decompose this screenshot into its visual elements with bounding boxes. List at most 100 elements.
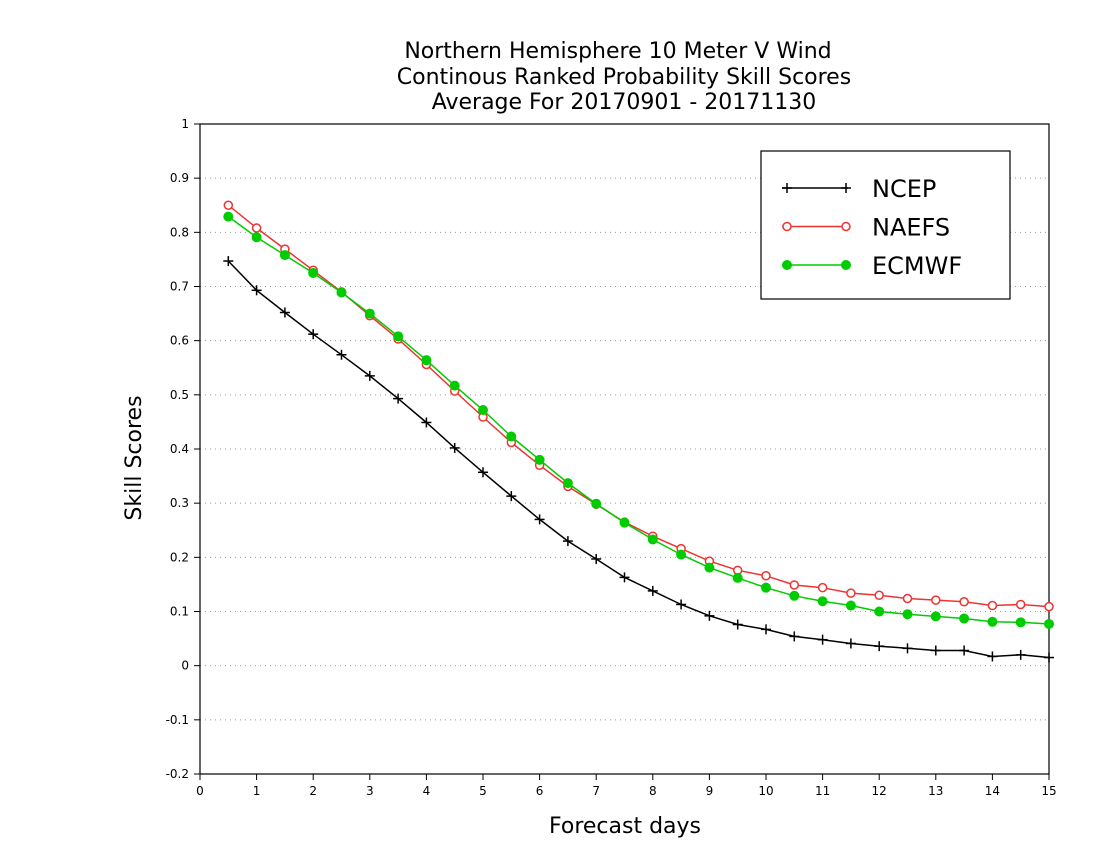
x-tick-label: 12 [872, 784, 887, 798]
data-point-ecmwf [874, 606, 885, 617]
x-tick-label: 11 [815, 784, 830, 798]
data-point-ecmwf [817, 596, 828, 607]
data-point-ncep [421, 417, 432, 428]
data-point-naefs [251, 223, 262, 233]
data-point-ecmwf [619, 517, 630, 528]
title-line-3: Average For 20170901 - 20171130 [432, 90, 817, 115]
x-tick-label: 9 [706, 784, 714, 798]
data-point-ncep [761, 624, 771, 635]
data-point-ncep [732, 619, 743, 630]
legend-marker-ncep [782, 183, 792, 193]
data-point-ecmwf [534, 454, 545, 465]
legend-label-ecmwf: ECMWF [872, 252, 962, 280]
data-point-ncep [308, 329, 319, 340]
y-tick-label: 0.8 [170, 225, 189, 239]
data-point-ecmwf [761, 582, 771, 593]
data-point-ncep [930, 645, 941, 656]
data-point-ecmwf [506, 431, 517, 442]
data-point-ecmwf [562, 478, 573, 489]
y-tick-label: 0.2 [170, 550, 189, 564]
x-axis-title: Forecast days [549, 814, 701, 839]
x-tick-label: 1 [253, 784, 261, 798]
legend-entries: NCEP NAEFS ECMWF [782, 175, 962, 280]
y-tick-label: -0.1 [166, 713, 189, 727]
data-point-ncep [1044, 652, 1054, 663]
legend-label-naefs: NAEFS [872, 214, 950, 242]
data-point-ncep [478, 467, 488, 478]
data-point-ecmwf [393, 331, 404, 342]
x-tick-label: 4 [423, 784, 431, 798]
x-tick-label: 5 [479, 784, 487, 798]
data-point-naefs [987, 600, 998, 611]
data-point-naefs [789, 580, 800, 590]
y-tick-label: 0.1 [170, 605, 189, 619]
data-point-ncep [817, 634, 828, 645]
series-ecmwf [223, 211, 1054, 629]
data-series [223, 200, 1054, 663]
chart-title: Northern Hemisphere 10 Meter V Wind Cont… [397, 39, 851, 115]
data-point-naefs [1015, 599, 1026, 610]
legend-marker-ecmwf [841, 260, 851, 270]
data-point-ncep [364, 370, 375, 381]
data-point-ecmwf [449, 380, 460, 391]
data-point-ecmwf [704, 562, 715, 573]
title-line-2: Continous Ranked Probability Skill Score… [397, 65, 851, 90]
legend-box [760, 150, 1011, 300]
x-tick-label: 13 [928, 784, 943, 798]
data-point-ncep [393, 393, 404, 404]
legend-marker-naefs [782, 221, 792, 232]
x-tick-label: 15 [1041, 784, 1056, 798]
y-tick-label: 0.5 [170, 388, 189, 402]
axis-ticks: -0.2-0.100.10.20.30.40.50.60.70.80.910 1 2… [166, 117, 1057, 798]
data-point-ncep [874, 641, 885, 652]
x-tick-label: 2 [309, 784, 317, 798]
data-point-ncep [251, 285, 262, 296]
data-point-ncep [591, 553, 602, 564]
y-tick-label: 0.6 [170, 334, 189, 348]
x-tick-label: 0 [196, 784, 204, 798]
data-point-ncep [534, 514, 545, 525]
x-tick-label: 10 [758, 784, 773, 798]
data-point-ecmwf [308, 267, 319, 278]
y-tick-label: 0 [181, 659, 189, 673]
data-point-ncep [336, 349, 347, 360]
data-point-ecmwf [421, 355, 432, 366]
y-tick-label: 1 [181, 117, 189, 131]
x-tick-label: 8 [649, 784, 657, 798]
y-tick-label: 0.7 [170, 280, 189, 294]
x-tick-label: 6 [536, 784, 544, 798]
data-point-ecmwf [789, 590, 800, 601]
y-tick-label: 0.9 [170, 171, 189, 185]
data-point-ncep [506, 491, 517, 502]
data-point-ecmwf [676, 549, 687, 560]
data-point-naefs [846, 588, 856, 598]
y-tick-label: -0.2 [166, 767, 189, 781]
data-point-ecmwf [845, 600, 856, 611]
data-point-ecmwf [364, 308, 375, 319]
data-point-ncep [449, 442, 460, 453]
data-point-ecmwf [987, 616, 998, 627]
data-point-ecmwf [223, 211, 234, 222]
y-tick-label: 0.4 [170, 442, 189, 456]
legend-entry-ecmwf: ECMWF [782, 252, 962, 280]
data-point-ncep [1015, 649, 1026, 660]
series-line-ncep [227, 260, 1050, 659]
legend-label-ncep: NCEP [872, 175, 936, 203]
data-point-ncep [619, 572, 630, 583]
data-point-ecmwf [732, 572, 743, 583]
data-point-ecmwf [279, 250, 290, 261]
legend-marker-ecmwf [782, 260, 792, 270]
series-ncep [223, 256, 1054, 663]
data-point-naefs [959, 597, 969, 607]
data-point-ecmwf [336, 287, 347, 298]
x-tick-label: 3 [366, 784, 374, 798]
data-point-ecmwf [591, 498, 602, 509]
data-point-ecmwf [251, 232, 262, 243]
data-point-ncep [223, 256, 234, 267]
data-point-naefs [931, 595, 941, 605]
data-point-ecmwf [478, 405, 488, 415]
data-point-naefs [817, 582, 828, 593]
data-point-ncep [987, 651, 998, 662]
data-point-naefs [761, 571, 771, 581]
